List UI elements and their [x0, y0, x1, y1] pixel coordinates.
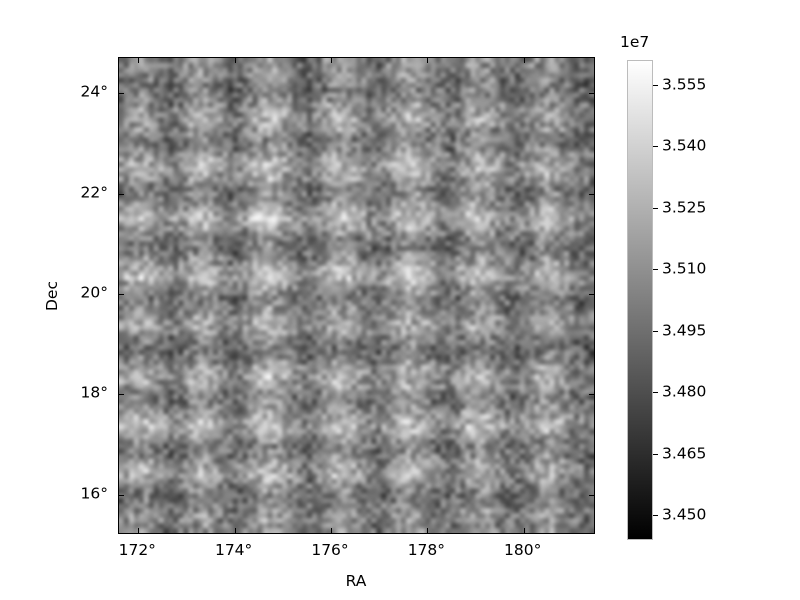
colorbar-tick-mark: [653, 515, 658, 517]
y-tick-mark: [119, 93, 124, 95]
x-tick-mark: [331, 528, 332, 533]
x-tick-mark: [138, 528, 140, 533]
x-tick-label: 172°: [118, 541, 156, 559]
x-tick-label: 180°: [504, 541, 542, 559]
y-tick-mark: [119, 293, 124, 295]
x-tick-mark-top: [427, 58, 429, 63]
colorbar-tick-label: 3.450: [662, 505, 707, 524]
y-tick-label: 22°: [80, 182, 108, 201]
colorbar-tick-label: 3.525: [662, 197, 707, 216]
y-tick-mark-right: [589, 293, 594, 295]
x-tick-mark-top: [331, 58, 332, 63]
y-tick-label: 16°: [80, 484, 108, 503]
x-tick-mark: [234, 528, 236, 533]
y-tick-label: 18°: [80, 383, 108, 402]
colorbar-tick-mark: [653, 392, 658, 394]
y-tick-mark-right: [589, 93, 594, 95]
x-tick-mark-top: [523, 58, 525, 63]
y-tick-mark-right: [589, 494, 594, 496]
y-tick-mark: [119, 494, 124, 496]
colorbar-tick-label: 3.510: [662, 259, 707, 278]
colorbar-tick-label: 3.480: [662, 382, 707, 401]
colorbar-gradient[interactable]: [627, 60, 653, 540]
x-tick-label: 176°: [311, 541, 349, 559]
y-tick-mark: [119, 394, 124, 396]
x-tick-mark-top: [234, 58, 236, 63]
y-tick-mark-right: [589, 193, 594, 195]
x-tick-mark-top: [138, 58, 140, 63]
colorbar-tick-label: 3.465: [662, 444, 707, 463]
sky-map-heatmap-image: [119, 58, 594, 533]
colorbar-tick-mark: [653, 453, 658, 455]
sky-map-axes[interactable]: [118, 57, 595, 534]
y-axis-label: Dec: [43, 281, 61, 311]
x-tick-mark: [523, 528, 525, 533]
colorbar-tick-mark: [653, 146, 658, 148]
colorbar-tick-label: 3.495: [662, 321, 707, 340]
x-tick-mark: [427, 528, 429, 533]
y-tick-label: 24°: [80, 82, 108, 101]
x-tick-label: 174°: [214, 541, 253, 559]
y-tick-label: 20°: [80, 283, 108, 302]
colorbar-offset-text: 1e7: [620, 33, 650, 51]
colorbar-tick-mark: [653, 269, 658, 271]
x-axis-label: RA: [345, 572, 367, 590]
colorbar-tick-mark: [653, 207, 658, 209]
colorbar-tick-label: 3.540: [662, 136, 707, 155]
colorbar-tick-label: 3.555: [662, 74, 707, 93]
y-tick-mark: [119, 193, 124, 195]
colorbar-tick-mark: [653, 330, 658, 332]
x-tick-label: 178°: [407, 541, 446, 559]
colorbar-tick-mark: [653, 84, 658, 86]
y-tick-mark-right: [589, 394, 594, 396]
